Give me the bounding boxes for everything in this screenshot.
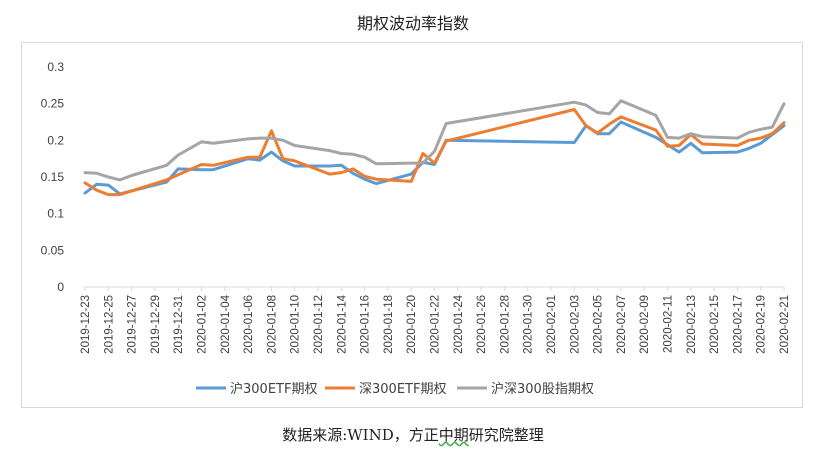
x-tick-label: 2020-02-15	[709, 295, 721, 354]
y-tick-label: 0.2	[47, 133, 64, 147]
chart-frame	[21, 42, 803, 408]
x-tick-label: 2020-02-09	[639, 295, 651, 354]
x-tick-label: 2020-01-20	[406, 295, 418, 354]
y-tick-label: 0.05	[41, 243, 65, 257]
y-tick-label: 0.1	[47, 207, 64, 221]
source-prefix: 数据来源:WIND，方正	[282, 426, 439, 444]
x-tick-label: 2019-12-29	[150, 295, 162, 354]
y-tick-label: 0.3	[47, 60, 64, 74]
x-tick-label: 2020-01-28	[499, 295, 511, 354]
x-tick-label: 2020-01-30	[523, 295, 535, 354]
x-tick-label: 2020-02-17	[732, 295, 744, 354]
x-tick-label: 2019-12-25	[103, 295, 115, 354]
x-tick-label: 2019-12-31	[173, 295, 185, 354]
x-tick-label: 2020-01-06	[243, 295, 255, 354]
source-underlined: 中期	[438, 426, 469, 444]
x-tick-label: 2020-02-21	[779, 295, 791, 354]
x-tick-label: 2020-02-07	[616, 295, 628, 354]
x-tick-label: 2020-01-12	[313, 295, 325, 354]
y-tick-label: 0.25	[41, 97, 65, 111]
series-line-3	[83, 99, 786, 182]
x-tick-label: 2020-02-13	[686, 295, 698, 354]
x-tick-label: 2020-01-26	[476, 295, 488, 354]
x-tick-label: 2020-02-19	[756, 295, 768, 354]
x-tick-label: 2020-01-16	[360, 295, 372, 354]
legend-label: 沪300ETF期权	[230, 381, 317, 397]
legend-label: 沪深300股指期权	[491, 381, 594, 397]
source-note: 数据来源:WIND，方正中期研究院整理	[0, 424, 826, 445]
x-tick-label: 2019-12-23	[80, 295, 92, 354]
chart-title: 期权波动率指数	[356, 14, 469, 33]
x-tick-label: 2020-01-24	[453, 294, 465, 353]
x-axis: 2019-12-23 2019-12-25 2019-12-27 2019-12-29…	[80, 286, 791, 354]
series-lines	[83, 99, 786, 197]
x-tick-label: 2020-02-11	[663, 295, 675, 353]
series-line-2	[83, 108, 786, 197]
legend-label: 深300ETF期权	[359, 381, 446, 397]
y-tick-label: 0	[57, 280, 64, 294]
x-tick-label: 2020-01-04	[220, 294, 232, 353]
x-tick-label: 2020-01-10	[290, 295, 302, 354]
x-tick-label: 2020-01-14	[336, 294, 348, 353]
legend: 沪300ETF期权 深300ETF期权 沪深300股指期权	[196, 381, 594, 397]
series-line-1	[83, 120, 786, 196]
source-suffix: 研究院整理	[468, 426, 544, 444]
x-tick-label: 2020-01-22	[430, 295, 442, 354]
y-tick-label: 0.15	[41, 170, 65, 184]
x-tick-label: 2019-12-27	[127, 295, 139, 354]
x-tick-label: 2020-02-01	[546, 295, 558, 354]
x-tick-label: 2020-01-02	[197, 295, 209, 354]
x-tick-label: 2020-01-08	[266, 295, 278, 354]
x-tick-label: 2020-02-05	[593, 295, 605, 354]
y-axis: 0 0.05 0.1 0.15 0.2 0.25 0.3	[41, 60, 65, 294]
x-tick-label: 2020-02-03	[569, 295, 581, 354]
x-tick-label: 2020-01-18	[383, 295, 395, 354]
